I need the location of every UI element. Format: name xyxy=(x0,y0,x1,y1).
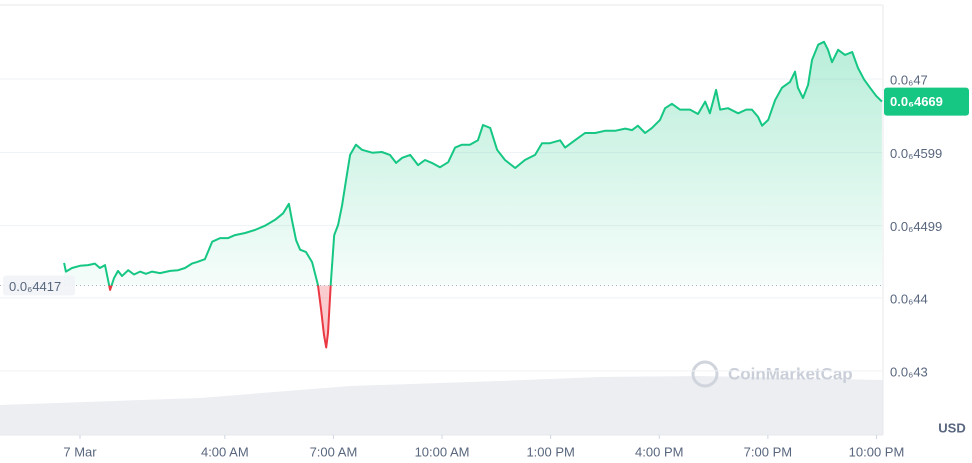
x-tick-label: 4:00 PM xyxy=(635,444,683,459)
y-tick-label: 0.0₆44 xyxy=(890,291,928,306)
x-tick-label: 7 Mar xyxy=(63,444,97,459)
y-tick-label: 0.0₆47 xyxy=(890,72,928,87)
x-tick-label: 10:00 AM xyxy=(415,444,470,459)
x-tick-label: 7:00 PM xyxy=(744,444,792,459)
current-price-badge xyxy=(884,87,969,116)
watermark: CoinMarketCap xyxy=(728,364,853,383)
reference-label: 0.0₆4417 xyxy=(9,279,61,294)
price-area xyxy=(64,41,882,348)
currency-label: USD xyxy=(938,420,965,435)
price-line xyxy=(63,40,883,349)
y-tick-label: 0.0₆4599 xyxy=(890,146,942,161)
y-tick-label: 0.0₆4499 xyxy=(890,219,942,234)
x-tick-label: 4:00 AM xyxy=(201,444,249,459)
x-tick-label: 1:00 PM xyxy=(526,444,574,459)
watermark-logo xyxy=(691,360,719,388)
reference-label-bg xyxy=(3,275,75,296)
y-tick-label: 0.0₆43 xyxy=(890,364,928,379)
x-tick-label: 10:00 PM xyxy=(849,444,905,459)
x-tick-label: 7:00 AM xyxy=(310,444,358,459)
volume-shape xyxy=(0,376,883,435)
current-price-label: 0.0₆4669 xyxy=(890,94,943,109)
